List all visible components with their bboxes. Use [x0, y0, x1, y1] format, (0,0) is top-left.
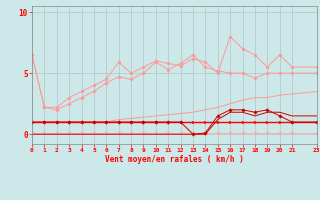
X-axis label: Vent moyen/en rafales ( km/h ): Vent moyen/en rafales ( km/h )	[105, 155, 244, 164]
